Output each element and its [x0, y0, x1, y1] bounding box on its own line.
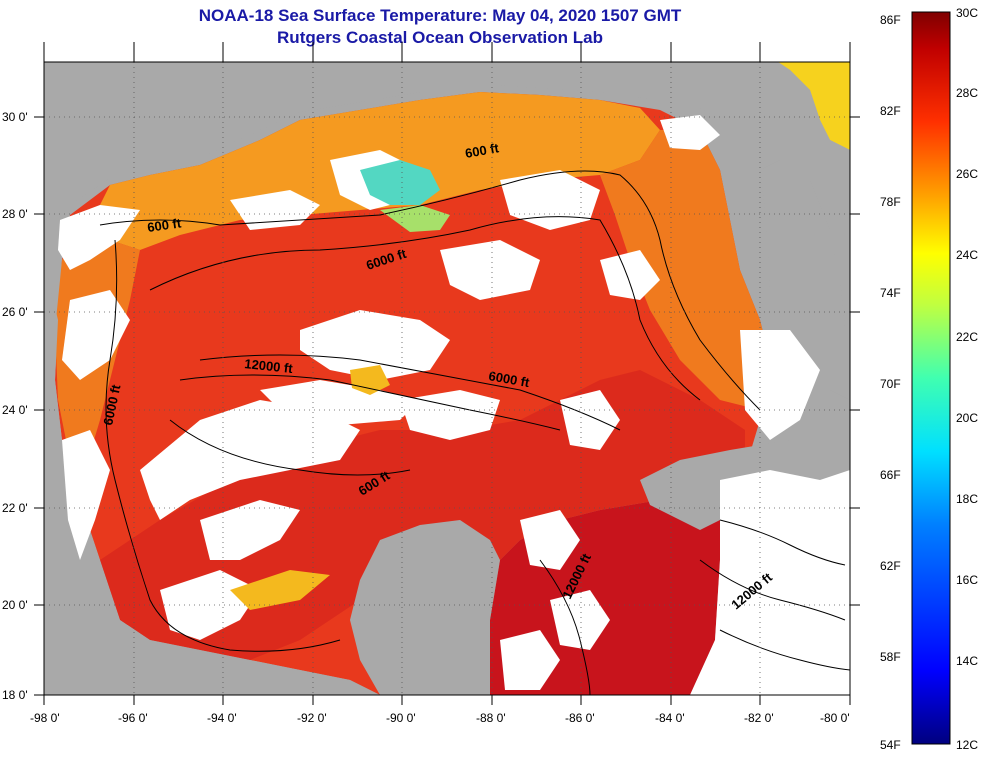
warm-streak-2	[350, 365, 390, 395]
florida-peninsula-land	[760, 160, 850, 400]
lat-tick-label: 22 0'	[2, 501, 28, 515]
lon-tick-label: -90 0'	[386, 711, 416, 725]
lon-tick-label: -92 0'	[297, 711, 327, 725]
us-gulf-coast-land	[44, 62, 850, 330]
lat-tick-label: 18 0'	[2, 688, 28, 702]
contour-label-6000ft-east: 6000 ft	[487, 368, 531, 390]
yucatan-land	[350, 520, 500, 695]
contour-label-12000ft-gulf: 12000 ft	[244, 356, 294, 376]
lat-tick-label: 28 0'	[2, 207, 28, 221]
lon-tick-label: -88 0'	[476, 711, 506, 725]
map-title: NOAA-18 Sea Surface Temperature: May 04,…	[198, 6, 682, 25]
lon-tick-label: -82 0'	[744, 711, 774, 725]
cold-water-patch	[360, 160, 440, 205]
cool-water-patch	[380, 205, 450, 232]
lat-tick-label: 30 0'	[2, 110, 28, 124]
lon-tick-label: -94 0'	[207, 711, 237, 725]
map-content: 600 ft 600 ft 6000 ft 6000 ft 12000 ft 6…	[44, 62, 850, 695]
lon-tick-label: -86 0'	[565, 711, 595, 725]
graticule	[44, 62, 850, 695]
map-frame	[43, 61, 851, 696]
lon-tick-label: -84 0'	[655, 711, 685, 725]
lon-tick-label: -96 0'	[118, 711, 148, 725]
bathymetry-contours	[99, 170, 850, 695]
lat-tick-label: 20 0'	[2, 598, 28, 612]
lon-tick-labels: -98 0' -96 0' -94 0' -92 0' -90 0' -88 0…	[30, 711, 850, 725]
lat-tick-label: 24 0'	[2, 403, 28, 417]
axis-ticks	[34, 42, 860, 705]
contour-label-600ft-west: 600 ft	[146, 215, 182, 235]
warm-streak	[230, 570, 330, 610]
atlantic-water	[778, 62, 850, 150]
contour-label-600ft-north: 600 ft	[464, 140, 501, 161]
map-subtitle: Rutgers Coastal Ocean Observation Lab	[277, 28, 603, 47]
mexico-land	[44, 260, 380, 695]
lon-tick-label: -98 0'	[30, 711, 60, 725]
lat-tick-label: 26 0'	[2, 305, 28, 319]
lat-tick-labels: 18 0' 20 0' 22 0' 24 0' 26 0' 28 0' 30 0…	[2, 110, 28, 702]
lon-tick-label: -80 0'	[820, 711, 850, 725]
